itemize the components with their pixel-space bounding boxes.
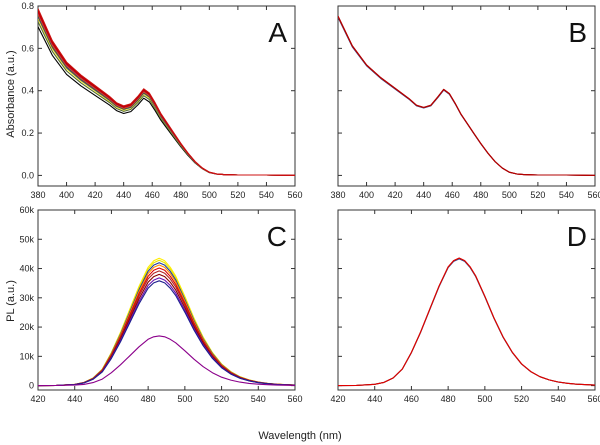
y-tick-label: 0.8	[21, 1, 34, 11]
x-tick-label: 460	[104, 394, 119, 404]
x-tick-label: 540	[551, 394, 566, 404]
y-tick-label: 30k	[19, 293, 34, 303]
series-group	[38, 8, 295, 176]
series-line-s3	[338, 16, 595, 176]
series-line-s4	[38, 16, 295, 176]
x-tick-label: 500	[502, 190, 517, 200]
x-tick-label: 540	[559, 190, 574, 200]
series-line-s9	[38, 9, 295, 176]
series-line-s10	[38, 335, 295, 387]
panel-letter-c: C	[267, 221, 287, 252]
y-tick-label: 40k	[19, 264, 34, 274]
x-tick-label: 440	[67, 394, 82, 404]
y-axis-label-absorbance: Absorbance (a.u.)	[5, 50, 17, 137]
series-line-s9	[38, 280, 295, 387]
x-tick-label: 460	[145, 190, 160, 200]
y-tick-label: 0	[29, 381, 34, 391]
x-tick-label: 500	[177, 394, 192, 404]
x-tick-label: 520	[214, 394, 229, 404]
series-line-s8	[38, 277, 295, 387]
series-line-s1	[38, 26, 295, 176]
y-tick-label: 0.2	[21, 128, 34, 138]
x-tick-label: 380	[30, 190, 45, 200]
series-group	[38, 257, 295, 387]
panel-c: 420 440 460 480 500 520 540 560 0 10k 20k 30k 40k 50k…	[19, 205, 302, 404]
x-tick-label: 520	[530, 190, 545, 200]
plot-frame	[337, 209, 596, 391]
series-line-s3	[38, 18, 295, 176]
y-tick-label: 60k	[19, 205, 34, 215]
series-line-s1	[38, 257, 295, 387]
x-tick-label: 400	[59, 190, 74, 200]
panels-layer: 380 400 420 440 460 480 500 520 540 560 0.0 0.2 0.4 0…	[19, 1, 600, 404]
series-line-s4	[338, 15, 595, 176]
x-tick-label: 500	[477, 394, 492, 404]
x-tick-label: 500	[202, 190, 217, 200]
series-group	[338, 257, 595, 387]
x-tick-label: 480	[473, 190, 488, 200]
plot-frame	[337, 5, 596, 187]
x-tick-label: 440	[416, 190, 431, 200]
series-line-s1	[338, 17, 595, 176]
x-tick-label: 540	[259, 190, 274, 200]
series-line-s7	[38, 12, 295, 176]
x-tick-label: 400	[359, 190, 374, 200]
series-line-s5	[38, 267, 295, 387]
x-tick-label: 440	[116, 190, 131, 200]
series-line-s3	[338, 257, 595, 387]
plot-frame	[37, 209, 296, 391]
panel-letter-a: A	[268, 17, 287, 48]
series-line-s2	[38, 21, 295, 176]
x-axis-label-wavelength: Wavelength (nm)	[258, 430, 341, 442]
y-tick-label: 0.4	[21, 86, 34, 96]
series-line-s6	[38, 270, 295, 387]
x-tick-label: 520	[514, 394, 529, 404]
x-tick-label: 380	[330, 190, 345, 200]
series-line-s8	[38, 11, 295, 176]
y-tick-label: 0.0	[21, 170, 34, 180]
x-tick-label: 540	[251, 394, 266, 404]
y-axis-label-pl: PL (a.u.)	[5, 280, 17, 322]
x-tick-label: 440	[367, 394, 382, 404]
x-tick-label: 420	[388, 190, 403, 200]
series-line-s7	[38, 273, 295, 387]
series-line-s4	[38, 264, 295, 387]
series-line-s10	[38, 8, 295, 176]
series-line-s5	[38, 14, 295, 176]
y-tick-label: 20k	[19, 322, 34, 332]
x-tick-label: 560	[287, 394, 302, 404]
x-tick-label: 420	[30, 394, 45, 404]
y-tick-label: 10k	[19, 351, 34, 361]
x-tick-label: 460	[404, 394, 419, 404]
panel-letter-d: D	[567, 221, 587, 252]
x-tick-label: 560	[587, 394, 600, 404]
x-tick-label: 560	[587, 190, 600, 200]
series-line-s2	[338, 257, 595, 387]
panel-letter-b: B	[568, 17, 587, 48]
series-line-s1	[338, 258, 595, 387]
x-tick-label: 480	[173, 190, 188, 200]
x-tick-label: 480	[141, 394, 156, 404]
y-tick-label: 50k	[19, 234, 34, 244]
x-tick-label: 420	[330, 394, 345, 404]
series-line-s6	[38, 13, 295, 176]
y-tick-label: 0.6	[21, 43, 34, 53]
x-tick-label: 480	[441, 394, 456, 404]
panel-b: 380 400 420 440 460 480 500 520 540 560 B	[330, 5, 600, 200]
series-group	[338, 15, 595, 176]
panel-d: 420 440 460 480 500 520 540 560 D	[330, 209, 600, 404]
x-tick-label: 420	[88, 190, 103, 200]
plot-frame	[37, 5, 296, 187]
x-tick-label: 560	[287, 190, 302, 200]
panel-a: 380 400 420 440 460 480 500 520 540 560 0.0 0.2 0.4 0…	[21, 1, 302, 200]
x-tick-label: 460	[445, 190, 460, 200]
x-tick-label: 520	[230, 190, 245, 200]
series-line-s2	[338, 16, 595, 176]
